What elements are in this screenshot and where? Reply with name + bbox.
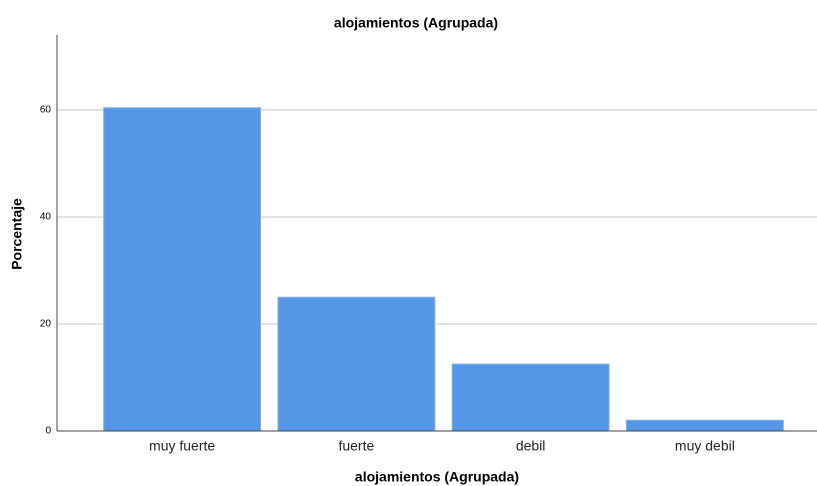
- bar: [625, 419, 784, 432]
- y-tick-label: 60: [40, 105, 52, 116]
- y-tick-label: 0: [45, 426, 51, 437]
- y-axis-label: Porcentaje: [9, 198, 25, 270]
- x-tick-label: muy fuerte: [149, 438, 215, 454]
- bar: [103, 107, 262, 432]
- x-tick-label: fuerte: [338, 438, 374, 454]
- x-tick-label: debil: [516, 438, 546, 454]
- y-tick-label: 20: [40, 319, 52, 330]
- y-tick-label: 40: [40, 212, 52, 223]
- chart-title: alojamientos (Agrupada): [334, 15, 498, 31]
- bar: [451, 363, 610, 432]
- bar: [277, 296, 436, 432]
- x-tick-label: muy debil: [675, 438, 735, 454]
- x-axis-label: alojamientos (Agrupada): [355, 469, 519, 485]
